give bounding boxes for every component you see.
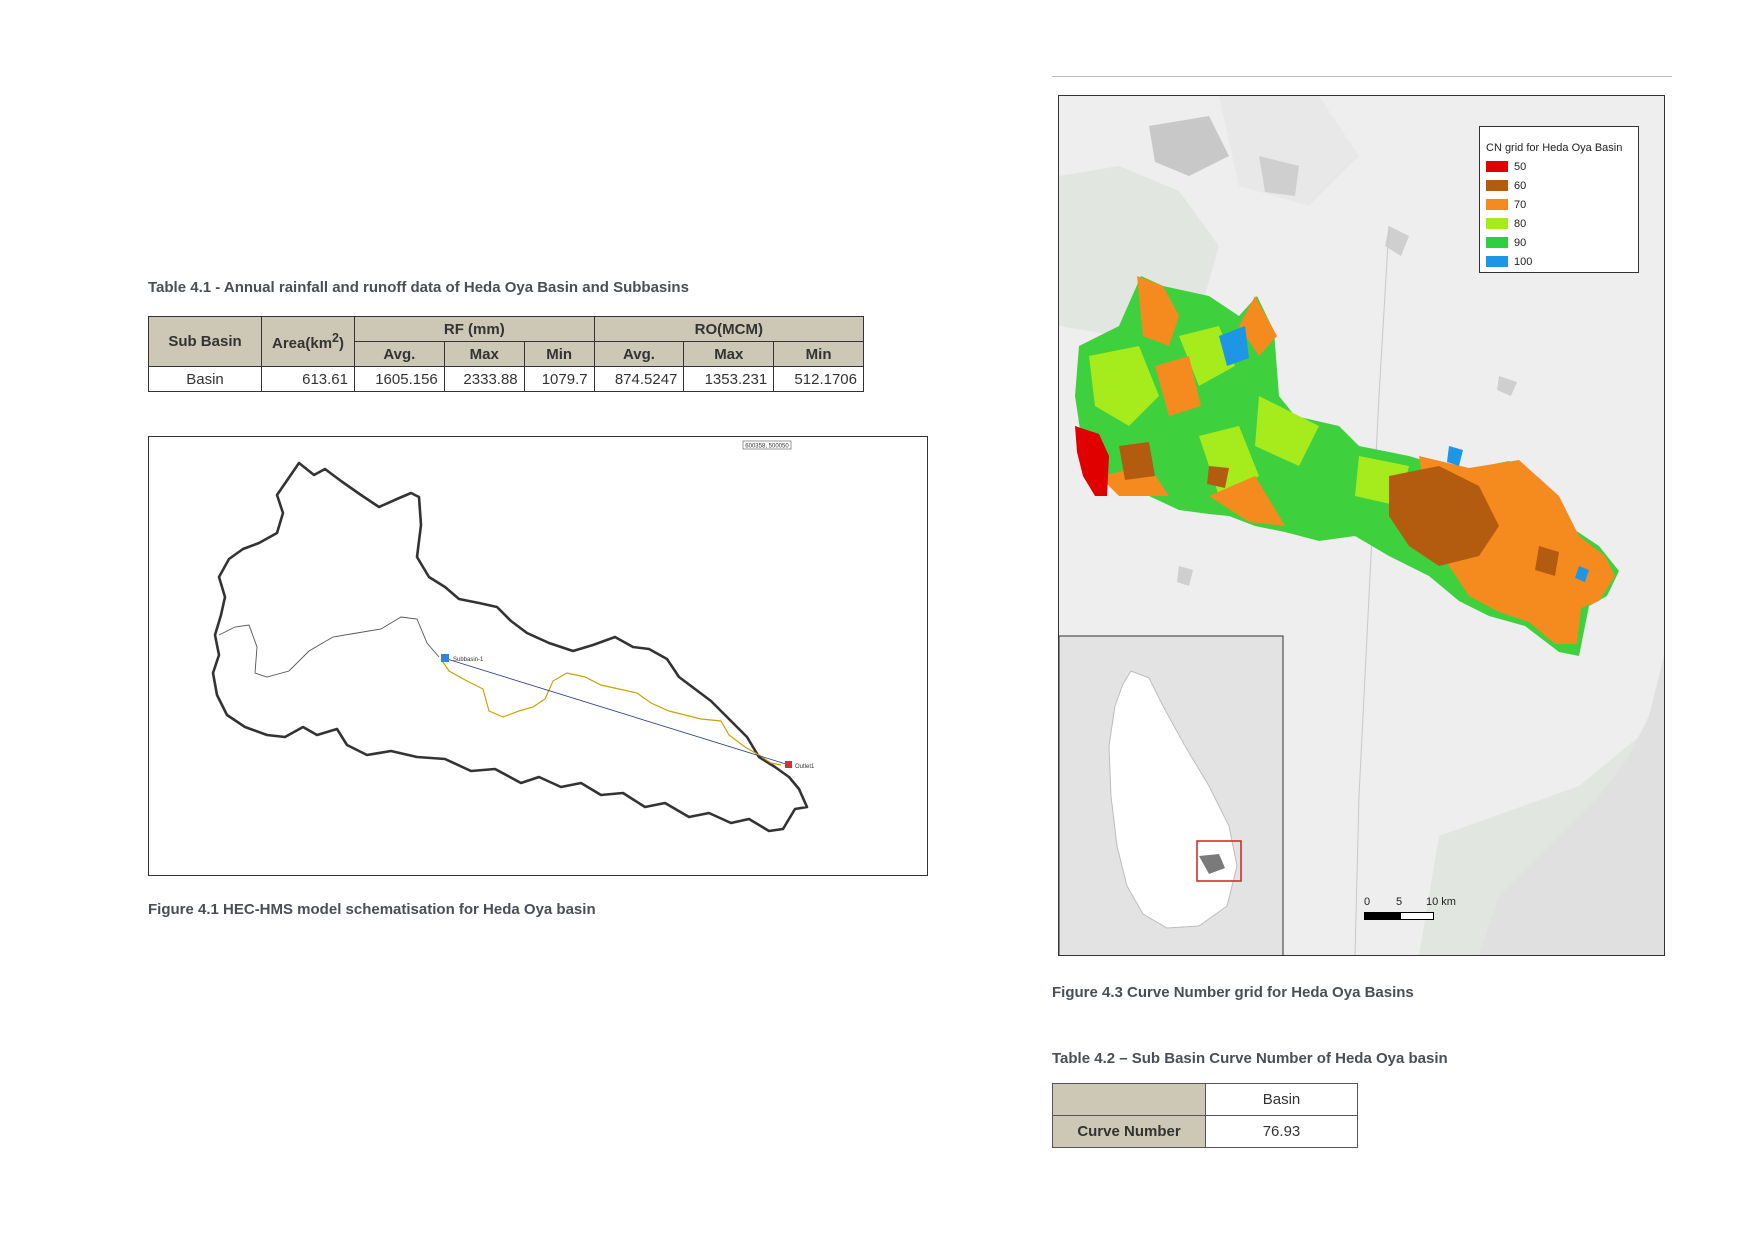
outlet-marker [785,761,792,768]
legend-item-80: 80 [1486,214,1638,233]
cell-ro-max: 1353.231 [683,366,775,392]
legend-item-100: 100 [1486,252,1638,271]
cell-rf-min: 1079.7 [523,366,595,392]
header-ro-avg: Avg. [593,341,685,367]
header-rf: RF (mm) [354,316,595,342]
hec-hms-schematic-figure: 600358, 500050 Subbasin-1 Outlet1 [148,436,928,876]
cell-ro-min: 512.1706 [773,366,864,392]
header-rf-min: Min [523,341,595,367]
header-rf-avg: Avg. [354,341,445,367]
cn-legend: CN grid for Heda Oya Basin 50 60 70 80 9… [1479,126,1639,273]
river-reach [440,658,782,766]
cell-rf-max: 2333.88 [443,366,525,392]
figure3-caption: Figure 4.3 Curve Number grid for Heda Oy… [1052,984,1414,1001]
table-row: Curve Number 76.93 [1052,1115,1358,1148]
cn-map-svg [1059,96,1664,955]
header-area: Area(km2) [261,316,355,367]
header-ro-min: Min [773,341,864,367]
table2-corner [1052,1083,1206,1116]
header-ro: RO(MCM) [593,316,865,342]
rainfall-runoff-table: Sub Basin Area(km2) RF (mm) RO(MCM) Avg.… [148,316,865,392]
subbasin-boundary [218,616,440,678]
legend-item-50: 50 [1486,157,1638,176]
outlet-label: Outlet1 [795,764,815,770]
basin-outline [211,461,809,833]
cell-rf-avg: 1605.156 [354,366,445,392]
basin-schematic-svg: 600358, 500050 Subbasin-1 Outlet1 [211,440,815,833]
subbasin-marker [441,654,449,662]
header-ro-max: Max [683,341,775,367]
cell-ro-avg: 874.5247 [593,366,685,392]
legend-item-60: 60 [1486,176,1638,195]
table2-col-header: Basin [1205,1083,1358,1116]
header-sub-basin: Sub Basin [148,316,262,367]
coordinate-label: 600358, 500050 [745,444,789,450]
table-row: Basin 613.61 1605.156 2333.88 1079.7 874… [148,366,864,392]
subbasin-label: Subbasin-1 [453,657,484,663]
curve-number-map-figure: CN grid for Heda Oya Basin 50 60 70 80 9… [1058,95,1665,956]
curve-number-table: Basin Curve Number 76.93 [1052,1083,1358,1148]
legend-item-70: 70 [1486,195,1638,214]
inset-location-box [1196,840,1242,882]
cell-name: Basin [148,366,262,392]
table2-row-label: Curve Number [1052,1115,1206,1148]
legend-title: CN grid for Heda Oya Basin [1486,142,1623,154]
table2-value: 76.93 [1205,1115,1358,1148]
legend-item-90: 90 [1486,233,1638,252]
header-divider [1052,76,1672,77]
table2-caption: Table 4.2 – Sub Basin Curve Number of He… [1052,1050,1448,1067]
table1-caption: Table 4.1 - Annual rainfall and runoff d… [148,279,689,296]
scale-bar: 0 5 10 km [1364,896,1474,920]
figure1-caption: Figure 4.1 HEC-HMS model schematisation … [148,901,596,918]
header-rf-max: Max [443,341,525,367]
routing-line [446,658,790,766]
cell-area: 613.61 [261,366,355,392]
